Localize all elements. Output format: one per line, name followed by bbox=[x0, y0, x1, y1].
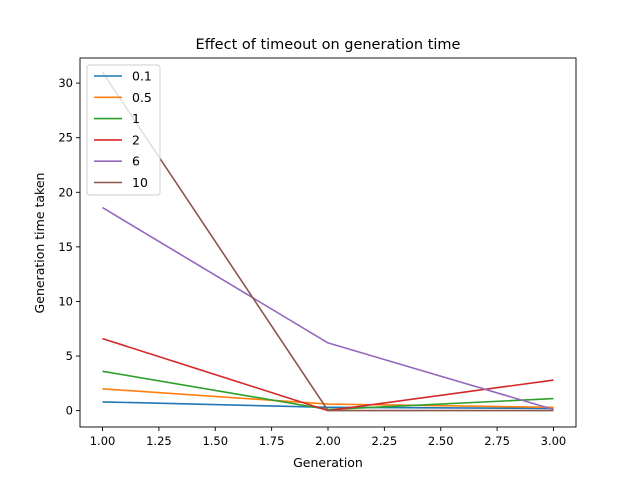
legend-label-1: 1 bbox=[132, 111, 140, 126]
series-line-10 bbox=[101, 71, 554, 412]
y-tick-label: 10 bbox=[58, 294, 73, 308]
legend-label-2: 2 bbox=[132, 132, 140, 147]
x-tick-label: 2.75 bbox=[484, 434, 510, 448]
plot-area: 1.00 1.25 1.50 1.75 2.00 2.25 2.50 2.75 3.000510… bbox=[58, 57, 577, 448]
y-tick-label: 25 bbox=[58, 131, 73, 145]
series-line-6 bbox=[102, 206, 554, 411]
y-tick-label: 15 bbox=[58, 240, 73, 254]
legend-label-0.1: 0.1 bbox=[132, 69, 152, 84]
x-axis-label: Generation bbox=[293, 455, 363, 470]
legend-label-6: 6 bbox=[132, 154, 140, 169]
y-tick-label: 30 bbox=[58, 76, 73, 90]
y-axis-label: Generation time taken bbox=[32, 173, 47, 314]
series-line-0.5 bbox=[102, 388, 554, 409]
x-tick-label: 1.00 bbox=[90, 434, 116, 448]
x-tick-label: 3.00 bbox=[541, 434, 567, 448]
x-tick-label: 1.50 bbox=[202, 434, 228, 448]
legend-label-0.5: 0.5 bbox=[132, 90, 152, 105]
y-tick-label: 0 bbox=[66, 404, 73, 418]
legend: 0.1 0.5 1 2 6 10 bbox=[86, 64, 161, 196]
legend-label-10: 10 bbox=[132, 175, 148, 190]
x-tick-label: 2.50 bbox=[428, 434, 454, 448]
x-tick-label: 1.75 bbox=[259, 434, 285, 448]
x-tick-label: 2.00 bbox=[315, 434, 341, 448]
x-tick-label: 2.25 bbox=[372, 434, 398, 448]
y-tick-label: 20 bbox=[58, 185, 73, 199]
series-line-0.1 bbox=[102, 401, 554, 410]
legend-box bbox=[86, 64, 161, 196]
y-tick-label: 5 bbox=[66, 349, 73, 363]
chart-title: Effect of timeout on generation time bbox=[196, 37, 461, 53]
x-tick-label: 1.25 bbox=[146, 434, 172, 448]
